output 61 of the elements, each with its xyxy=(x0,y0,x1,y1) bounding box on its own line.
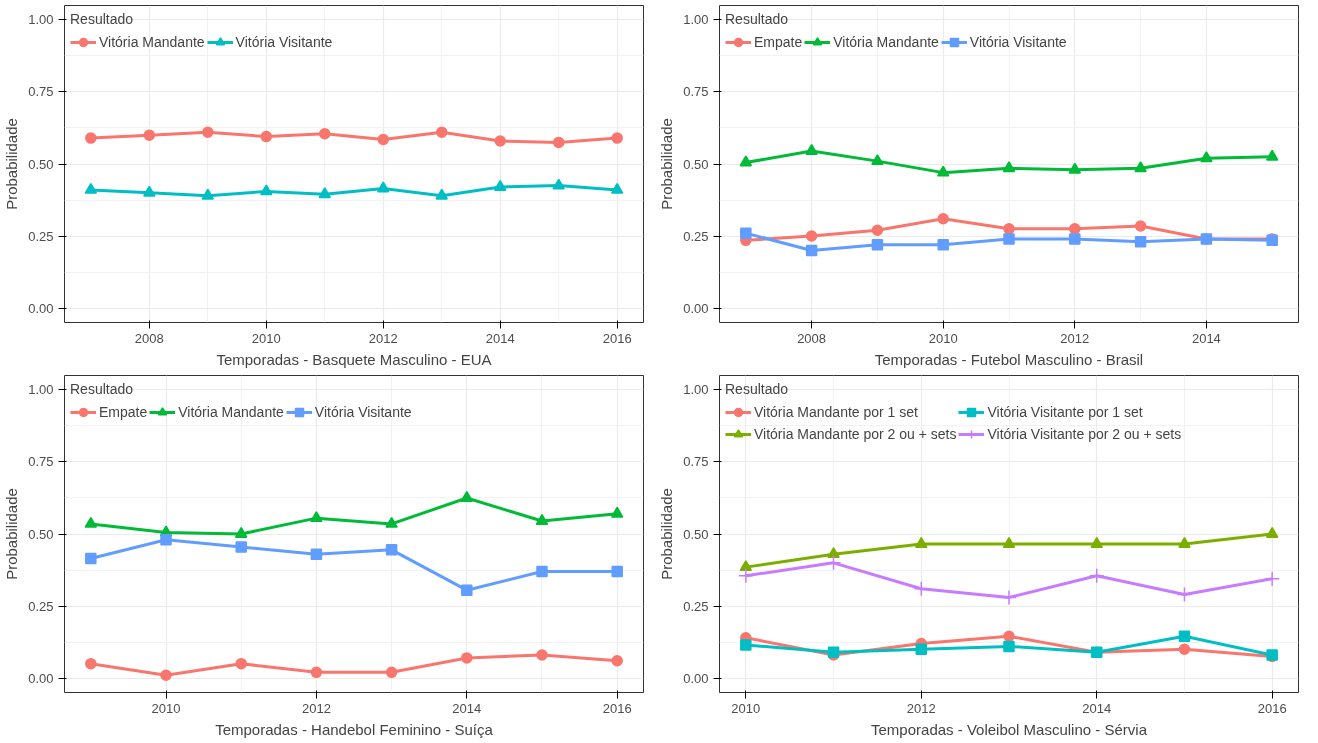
legend-label: Empate xyxy=(754,34,803,50)
y-axis-title: Probabilidade xyxy=(3,488,21,580)
x-axis-title: Temporadas - Futebol Masculino - Brasil xyxy=(874,350,1144,368)
legend-label: Vitória Visitante por 1 set xyxy=(987,404,1143,420)
y-tick-label: 1.00 xyxy=(28,382,54,398)
legend-label: Empate xyxy=(99,404,148,420)
legend-label: Vitória Mandante por 2 ou + sets xyxy=(754,426,957,442)
legend-label: Vitória Visitante xyxy=(969,34,1067,50)
x-axis-title: Temporadas - Voleibol Masculino - Sérvia xyxy=(871,720,1148,738)
y-tick-label: 0.75 xyxy=(28,454,54,470)
x-tick-label: 2008 xyxy=(797,330,827,346)
x-tick-label: 2012 xyxy=(906,700,936,716)
legend-title: Resultado xyxy=(70,11,135,27)
y-tick-label: 1.00 xyxy=(28,12,54,28)
y-tick-label: 0.00 xyxy=(28,670,54,686)
x-tick-label: 2012 xyxy=(368,330,398,346)
x-tick-label: 2012 xyxy=(1060,330,1090,346)
y-tick-label: 0.00 xyxy=(683,670,709,686)
x-tick-label: 2014 xyxy=(1191,330,1221,346)
y-tick-label: 0.25 xyxy=(28,598,54,614)
x-tick-label: 2010 xyxy=(928,330,958,346)
y-tick-label: 0.25 xyxy=(683,228,709,244)
x-tick-label: 2014 xyxy=(1082,700,1112,716)
x-tick-label: 2014 xyxy=(452,700,482,716)
y-tick-label: 0.50 xyxy=(683,156,709,172)
y-tick-label: 0.75 xyxy=(28,84,54,100)
x-tick-label: 2014 xyxy=(485,330,515,346)
legend-label: Vitória Mandante por 1 set xyxy=(754,404,918,420)
y-tick-label: 0.25 xyxy=(28,228,54,244)
x-tick-label: 2012 xyxy=(301,700,331,716)
y-tick-label: 0.75 xyxy=(683,454,709,470)
legend-label: Vitória Mandante xyxy=(833,34,939,50)
y-tick-label: 1.00 xyxy=(683,382,709,398)
legend-label: Vitória Mandante xyxy=(99,34,205,50)
y-tick-label: 0.50 xyxy=(28,156,54,172)
y-tick-label: 0.50 xyxy=(28,526,54,542)
y-tick-label: 0.00 xyxy=(683,300,709,316)
x-tick-label: 2016 xyxy=(602,330,632,346)
x-tick-label: 2010 xyxy=(151,700,181,716)
x-tick-label: 2016 xyxy=(1257,700,1287,716)
legend-title: Resultado xyxy=(725,11,790,27)
legend-label: Vitória Visitante xyxy=(235,34,333,50)
y-axis-title: Probabilidade xyxy=(658,118,676,210)
x-tick-label: 2008 xyxy=(134,330,164,346)
x-tick-label: 2010 xyxy=(251,330,281,346)
y-tick-label: 0.25 xyxy=(683,598,709,614)
x-axis-title: Temporadas - Handebol Feminino - Suíça xyxy=(215,720,494,738)
legend-label: Vitória Visitante xyxy=(314,404,412,420)
x-tick-label: 2016 xyxy=(602,700,632,716)
x-tick-label: 2010 xyxy=(731,700,761,716)
legend-label: Vitória Mandante xyxy=(178,404,284,420)
y-tick-label: 0.75 xyxy=(683,84,709,100)
x-axis-title: Temporadas - Basquete Masculino - EUA xyxy=(216,350,492,368)
legend-label: Vitória Visitante por 2 ou + sets xyxy=(987,426,1182,442)
y-tick-label: 0.00 xyxy=(28,300,54,316)
legend-title: Resultado xyxy=(725,381,790,397)
y-axis-title: Probabilidade xyxy=(658,488,676,580)
legend-title: Resultado xyxy=(70,381,135,397)
y-axis-title: Probabilidade xyxy=(3,118,21,210)
y-tick-label: 1.00 xyxy=(683,12,709,28)
y-tick-label: 0.50 xyxy=(683,526,709,542)
